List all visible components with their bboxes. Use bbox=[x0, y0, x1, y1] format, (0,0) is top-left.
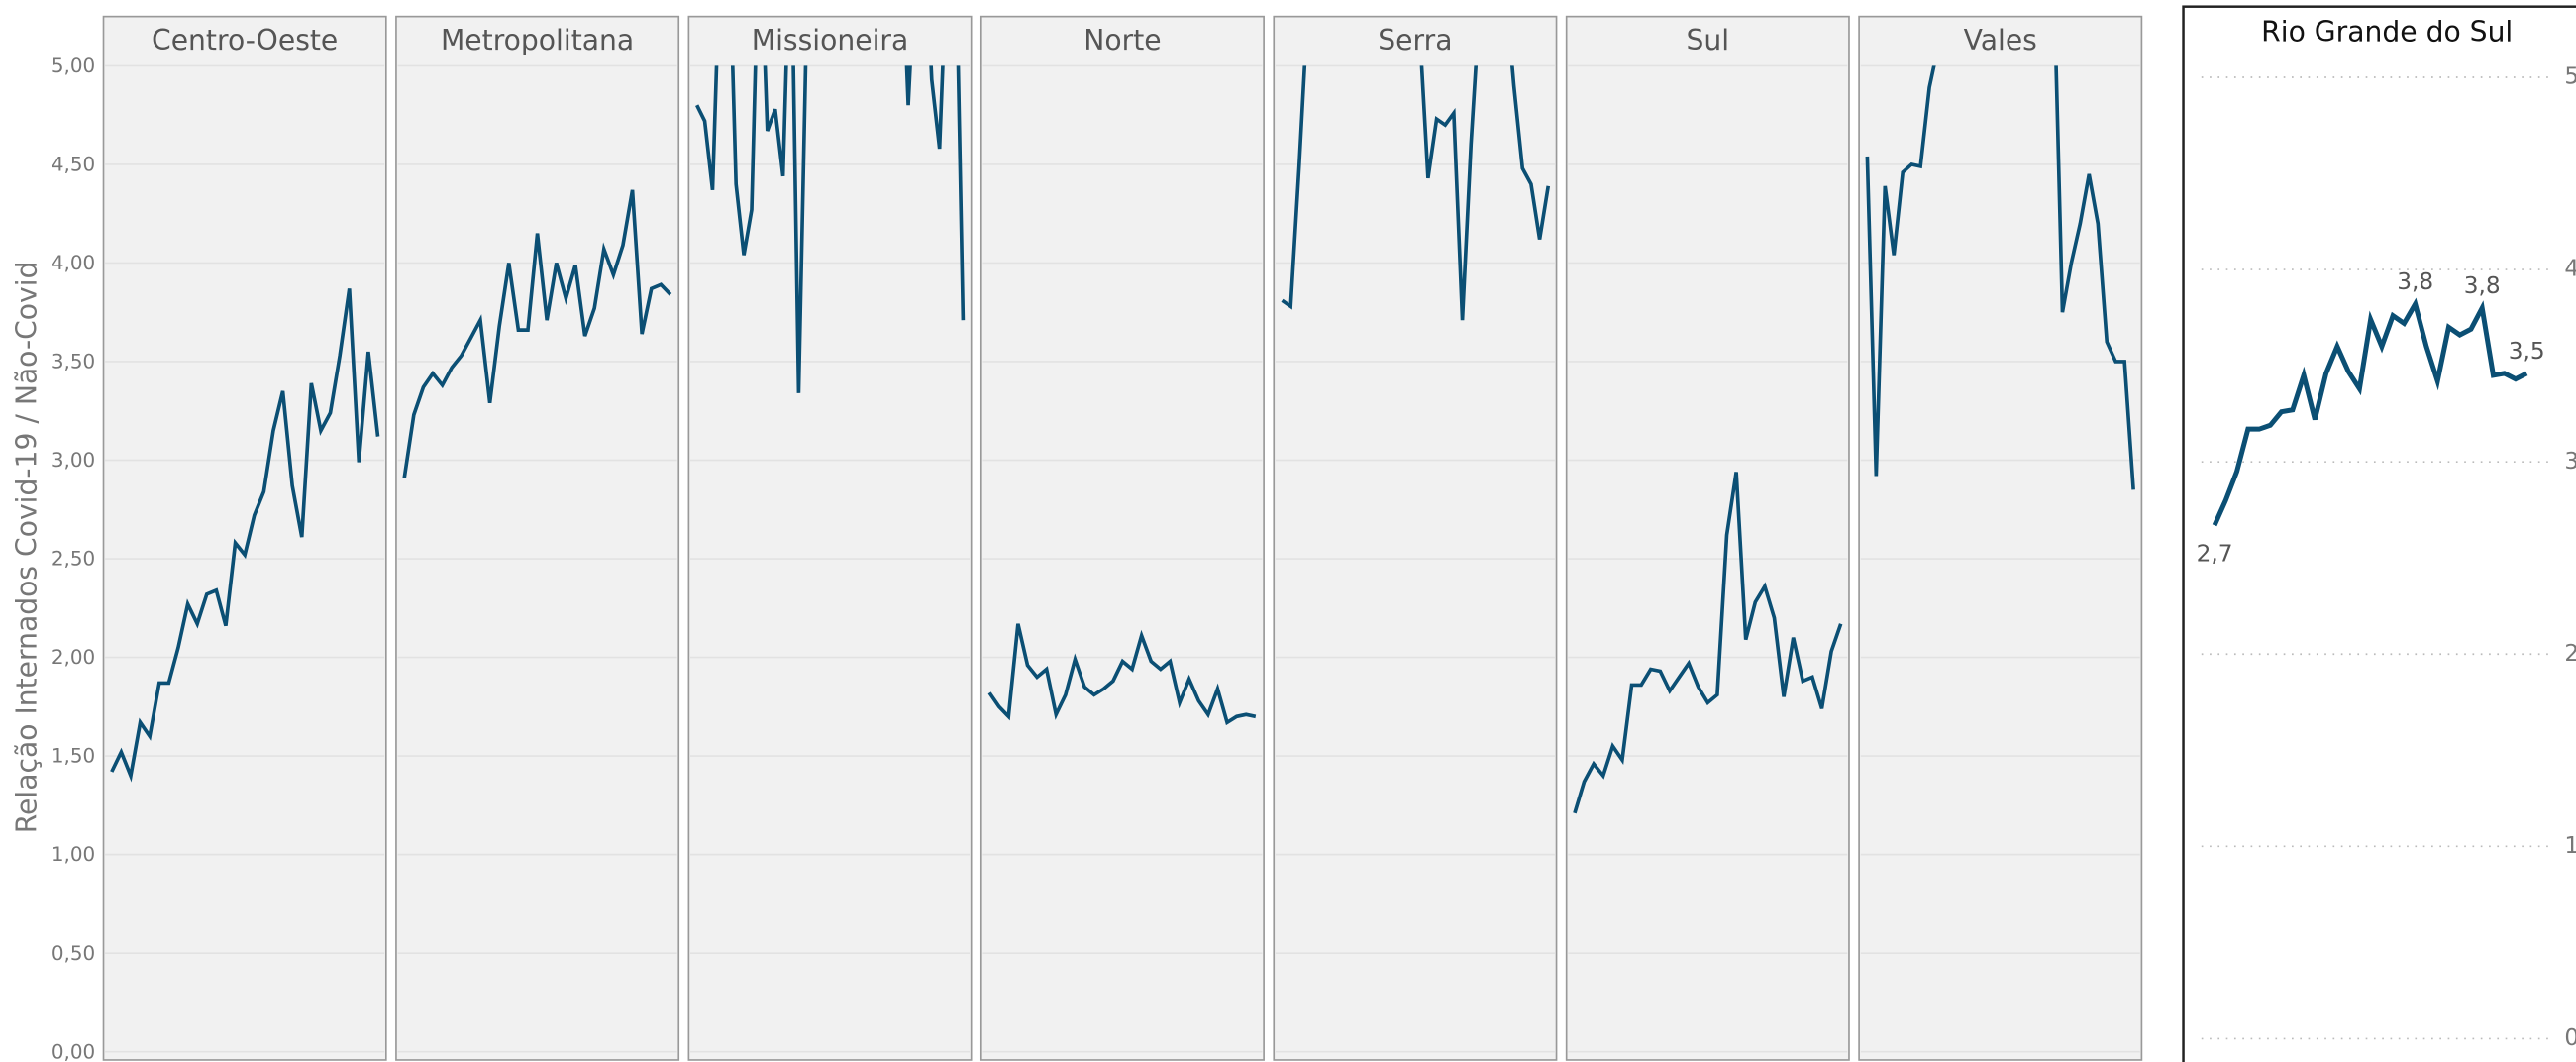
panel bbox=[1565, 15, 1850, 1061]
panel-title: Serra bbox=[1378, 24, 1452, 56]
y-tick-label: 2 bbox=[2564, 640, 2576, 667]
series-line bbox=[1865, 65, 2135, 490]
y-tick-label: 0,00 bbox=[52, 1040, 95, 1062]
y-tick-label: 1,50 bbox=[52, 745, 95, 768]
data-label: 3,8 bbox=[2397, 268, 2433, 295]
series-line bbox=[110, 288, 380, 783]
y-tick-label: 1 bbox=[2564, 832, 2576, 859]
panel bbox=[395, 15, 680, 1061]
panel-title: Centro-Oeste bbox=[152, 24, 338, 56]
y-tick-label: 2,00 bbox=[52, 646, 95, 669]
y-tick-label: 5 bbox=[2564, 63, 2576, 90]
y-tick-label: 3 bbox=[2564, 448, 2576, 475]
panel-title: Sul bbox=[1687, 24, 1730, 56]
panel-title: Metropolitana bbox=[441, 24, 634, 56]
data-label: 2,7 bbox=[2197, 541, 2233, 568]
y-tick-label: 4,00 bbox=[52, 252, 95, 274]
y-tick-label: 4 bbox=[2564, 256, 2576, 282]
panel-title: Norte bbox=[1083, 24, 1161, 56]
y-tick-label: 0 bbox=[2564, 1024, 2576, 1051]
panel bbox=[102, 15, 387, 1061]
series-line bbox=[2212, 297, 2528, 527]
panel bbox=[687, 15, 973, 1061]
data-label: 3,8 bbox=[2464, 272, 2501, 299]
y-tick-label: 5,00 bbox=[52, 54, 95, 77]
series-line bbox=[1573, 472, 1843, 814]
y-tick-label: 2,50 bbox=[52, 548, 95, 571]
y-tick-label: 1,00 bbox=[52, 843, 95, 866]
series-line bbox=[695, 65, 966, 393]
y-tick-label: 4,50 bbox=[52, 154, 95, 176]
series-line bbox=[402, 189, 672, 478]
panel bbox=[979, 15, 1265, 1061]
y-axis-label: Relação Internados Covid-19 / Não-Covid bbox=[10, 262, 43, 834]
panel-title: Vales bbox=[1964, 24, 2037, 56]
y-tick-label: 3,00 bbox=[52, 449, 95, 472]
series-line bbox=[987, 623, 1257, 726]
y-tick-label: 0,50 bbox=[52, 942, 95, 965]
panel bbox=[1858, 15, 2143, 1061]
panel-title: Missioneira bbox=[752, 24, 909, 56]
panel-title: Rio Grande do Sul bbox=[2261, 16, 2513, 49]
panel-frame bbox=[2182, 5, 2576, 1062]
panel bbox=[1273, 15, 1558, 1061]
y-tick-label: 3,50 bbox=[52, 351, 95, 373]
data-label: 3,5 bbox=[2509, 338, 2545, 365]
